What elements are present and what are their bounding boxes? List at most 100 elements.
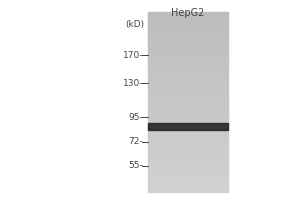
Text: HepG2: HepG2 <box>171 8 205 18</box>
Bar <box>148 152 228 153</box>
Bar <box>148 52 228 54</box>
Bar <box>148 150 228 152</box>
Bar <box>148 134 228 135</box>
Bar <box>148 33 228 35</box>
Bar <box>148 166 228 168</box>
Bar <box>148 69 228 71</box>
Bar <box>148 83 228 84</box>
Bar <box>148 172 228 174</box>
Bar <box>148 171 228 172</box>
Bar <box>148 38 228 39</box>
Bar <box>148 58 228 60</box>
Bar <box>148 21 228 22</box>
Bar <box>148 81 228 83</box>
Bar <box>148 148 228 150</box>
Bar <box>148 68 228 69</box>
Bar <box>148 62 228 63</box>
Bar <box>148 63 228 64</box>
Bar <box>148 30 228 31</box>
Bar <box>148 77 228 78</box>
Bar <box>148 156 228 158</box>
Bar <box>148 178 228 180</box>
Bar <box>148 124 228 126</box>
Bar <box>148 39 228 40</box>
Bar <box>148 54 228 56</box>
Bar <box>148 27 228 28</box>
Bar <box>148 154 228 156</box>
Bar <box>148 45 228 46</box>
Bar <box>148 158 228 159</box>
Bar <box>148 105 228 106</box>
Bar <box>148 93 228 95</box>
Bar <box>148 153 228 154</box>
Bar <box>148 180 228 182</box>
Bar <box>148 20 228 21</box>
Bar <box>148 138 228 140</box>
Bar <box>148 183 228 184</box>
Bar <box>148 123 228 124</box>
Bar <box>148 36 228 38</box>
Bar <box>148 174 228 176</box>
Bar <box>148 188 228 189</box>
Bar <box>148 126 228 128</box>
Bar <box>148 136 228 138</box>
Bar <box>148 130 228 132</box>
Bar <box>148 28 228 30</box>
Bar <box>148 66 228 68</box>
Bar <box>148 118 228 120</box>
Bar <box>148 42 228 44</box>
Bar <box>148 15 228 17</box>
Bar <box>148 24 228 25</box>
Bar <box>148 111 228 112</box>
Bar <box>148 40 228 42</box>
Bar <box>148 147 228 148</box>
Bar <box>148 34 228 36</box>
Bar <box>148 139 228 141</box>
Bar <box>148 114 228 116</box>
Bar <box>148 103 228 105</box>
Bar <box>148 64 228 66</box>
Bar <box>148 101 228 102</box>
Bar <box>148 162 228 163</box>
Bar <box>148 22 228 24</box>
Bar <box>148 128 228 129</box>
Bar <box>148 98 228 99</box>
Bar <box>148 135 228 136</box>
Text: 130-: 130- <box>122 78 143 88</box>
Text: (kD): (kD) <box>125 20 144 29</box>
Bar <box>148 60 228 62</box>
Bar <box>148 46 228 48</box>
Bar <box>148 159 228 160</box>
Bar <box>148 160 228 162</box>
Bar <box>148 87 228 88</box>
Bar <box>148 121 228 123</box>
Bar <box>148 17 228 18</box>
Bar <box>148 117 228 118</box>
Bar <box>148 12 228 14</box>
Bar <box>148 74 228 75</box>
Bar <box>148 79 228 81</box>
Bar <box>148 189 228 190</box>
Bar <box>148 78 228 79</box>
Text: 95-: 95- <box>128 112 143 121</box>
Bar <box>148 144 228 145</box>
Bar <box>148 186 228 188</box>
Bar <box>148 55 228 57</box>
Bar <box>148 164 228 165</box>
Bar <box>148 165 228 166</box>
Bar <box>148 142 228 144</box>
Text: 55-: 55- <box>128 162 143 170</box>
Bar <box>148 18 228 20</box>
Bar <box>148 95 228 96</box>
Bar <box>148 48 228 49</box>
Bar <box>148 99 228 101</box>
Bar <box>148 141 228 142</box>
Bar <box>148 184 228 186</box>
Bar <box>148 14 228 15</box>
Bar <box>148 129 228 130</box>
Bar <box>148 44 228 45</box>
Bar <box>148 108 228 110</box>
Bar <box>148 26 228 27</box>
Bar <box>148 176 228 177</box>
Bar <box>148 190 228 192</box>
